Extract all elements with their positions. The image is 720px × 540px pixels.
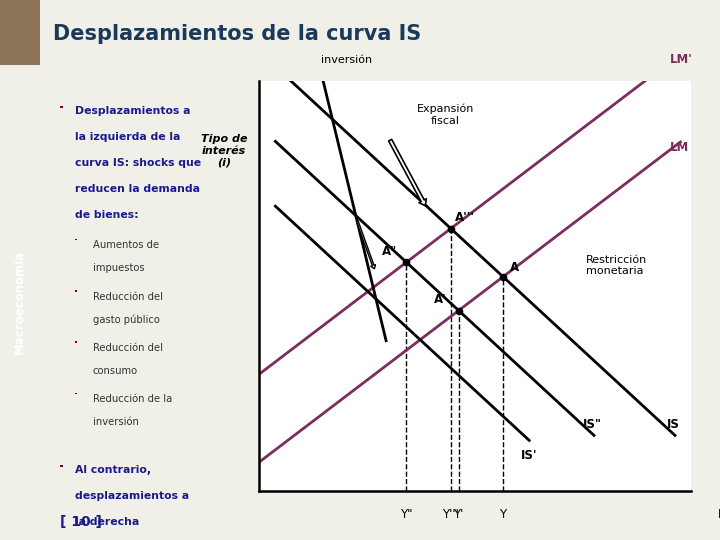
Text: Reducción de la: Reducción de la bbox=[93, 394, 172, 404]
Text: Y''': Y''' bbox=[442, 508, 459, 521]
Text: desplazamientos a: desplazamientos a bbox=[75, 491, 189, 502]
Text: Aumentos de: Aumentos de bbox=[93, 240, 159, 251]
Text: IS: IS bbox=[667, 418, 680, 431]
Text: Producción (Y): Producción (Y) bbox=[718, 508, 720, 521]
Text: Al contrario,: Al contrario, bbox=[75, 465, 151, 476]
Text: Tipo de
interés
(i): Tipo de interés (i) bbox=[201, 134, 248, 167]
Text: la izquierda de la: la izquierda de la bbox=[75, 132, 180, 143]
Text: Reducción del: Reducción del bbox=[93, 292, 163, 302]
Text: [ 10 ]: [ 10 ] bbox=[60, 516, 102, 530]
Text: gasto público: gasto público bbox=[93, 314, 160, 325]
Text: de bienes:: de bienes: bbox=[75, 210, 139, 220]
Text: la derecha: la derecha bbox=[75, 517, 139, 528]
Text: Y: Y bbox=[500, 508, 507, 521]
Text: IS': IS' bbox=[521, 449, 538, 462]
Text: Y': Y' bbox=[454, 508, 464, 521]
Text: Expansión
fiscal: Expansión fiscal bbox=[417, 104, 474, 126]
Text: impuestos: impuestos bbox=[93, 263, 144, 273]
Bar bbox=[0, 0, 40, 65]
Text: Desplazamientos de la curva IS: Desplazamientos de la curva IS bbox=[53, 24, 421, 44]
Text: A': A' bbox=[434, 293, 447, 307]
Text: reducen la demanda: reducen la demanda bbox=[75, 184, 200, 194]
Bar bbox=[75, 393, 78, 394]
Text: Restricción
monetaria: Restricción monetaria bbox=[586, 255, 647, 276]
Text: A: A bbox=[510, 261, 518, 274]
Text: IS": IS" bbox=[583, 418, 602, 431]
Bar bbox=[60, 465, 63, 467]
Text: A": A" bbox=[382, 245, 397, 258]
Text: LM: LM bbox=[670, 141, 689, 154]
Text: inversión: inversión bbox=[93, 417, 138, 427]
Text: Y": Y" bbox=[400, 508, 413, 521]
Text: inversión: inversión bbox=[321, 55, 372, 65]
Bar bbox=[75, 290, 78, 292]
Text: Reducción del: Reducción del bbox=[93, 343, 163, 353]
Bar bbox=[75, 341, 78, 343]
Text: A''': A''' bbox=[455, 212, 475, 225]
Bar bbox=[75, 239, 78, 240]
Text: curva IS: shocks que: curva IS: shocks que bbox=[75, 158, 201, 168]
Text: LM': LM' bbox=[670, 53, 693, 66]
Text: Desplazamientos a: Desplazamientos a bbox=[75, 106, 191, 117]
Text: consumo: consumo bbox=[93, 366, 138, 376]
Bar bbox=[60, 106, 63, 108]
Text: Macroeconomía: Macroeconomía bbox=[13, 251, 27, 354]
